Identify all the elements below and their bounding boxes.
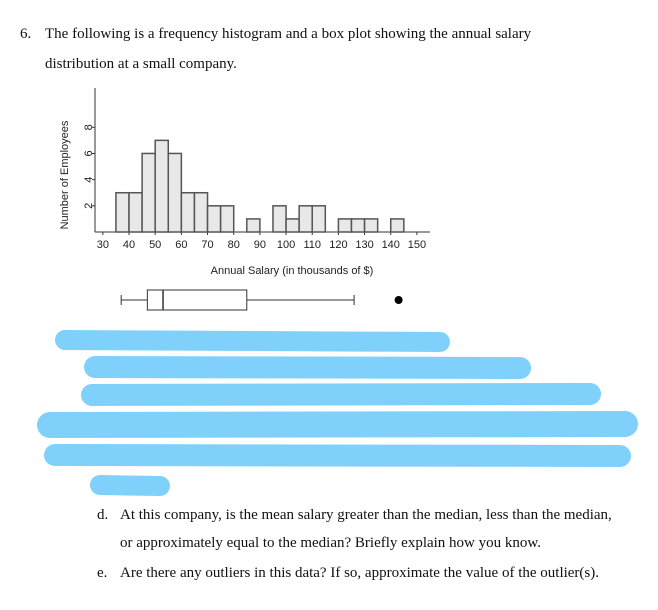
- x-tick-label: 60: [175, 239, 187, 251]
- part-text: At this company, is the mean salary grea…: [120, 507, 612, 523]
- bar: [167, 152, 183, 233]
- bar: [115, 191, 130, 233]
- bar: [180, 191, 196, 233]
- box: [146, 289, 248, 311]
- bar: [128, 191, 143, 233]
- bar: [350, 218, 366, 233]
- bar: [389, 218, 405, 233]
- x-tick-label: 100: [277, 239, 295, 251]
- x-tick-label: 50: [149, 239, 161, 251]
- bar: [219, 205, 235, 233]
- x-tick-label: 150: [408, 239, 426, 251]
- bar: [193, 191, 209, 233]
- x-tick-label: 30: [97, 239, 109, 251]
- bar: [141, 152, 156, 233]
- x-axis-label: Annual Salary (in thousands of $): [211, 265, 374, 277]
- y-tick-label: 2: [83, 203, 95, 209]
- x-tick-label: 90: [254, 239, 266, 251]
- chart: 2 4 6 8 30 40 50 60 70 80 90 100 110 120 130 140 150 Annu…: [59, 88, 430, 311]
- x-tick-label: 70: [201, 239, 213, 251]
- x-tick-label: 80: [228, 239, 240, 251]
- bar: [246, 218, 261, 233]
- question-number: 6.: [20, 26, 31, 42]
- y-tick-label: 4: [83, 177, 95, 183]
- x-tick-label: 130: [355, 239, 373, 251]
- bar: [311, 205, 327, 233]
- x-tick-label: 140: [382, 239, 400, 251]
- part-label: e.: [97, 565, 107, 581]
- redaction: [37, 330, 638, 496]
- y-tick-label: 6: [83, 150, 95, 156]
- bar: [206, 205, 222, 233]
- bar: [363, 218, 379, 233]
- bar: [337, 218, 353, 233]
- bar: [285, 218, 300, 233]
- question-text: distribution at a small company.: [45, 56, 237, 72]
- question-text: The following is a frequency histogram a…: [45, 26, 532, 42]
- bar: [154, 139, 170, 233]
- outlier: [394, 296, 403, 304]
- part-text: or approximately equal to the median? Br…: [120, 535, 541, 551]
- part-label: d.: [97, 507, 108, 523]
- part-text: Are there any outliers in this data? If …: [120, 565, 599, 581]
- x-tick-label: 120: [329, 239, 347, 251]
- bar: [272, 205, 287, 233]
- y-tick-label: 8: [83, 124, 95, 130]
- bar: [298, 205, 313, 233]
- x-tick-label: 110: [303, 239, 321, 251]
- x-tick-label: 40: [123, 239, 135, 251]
- y-axis-label: Number of Employees: [59, 120, 71, 229]
